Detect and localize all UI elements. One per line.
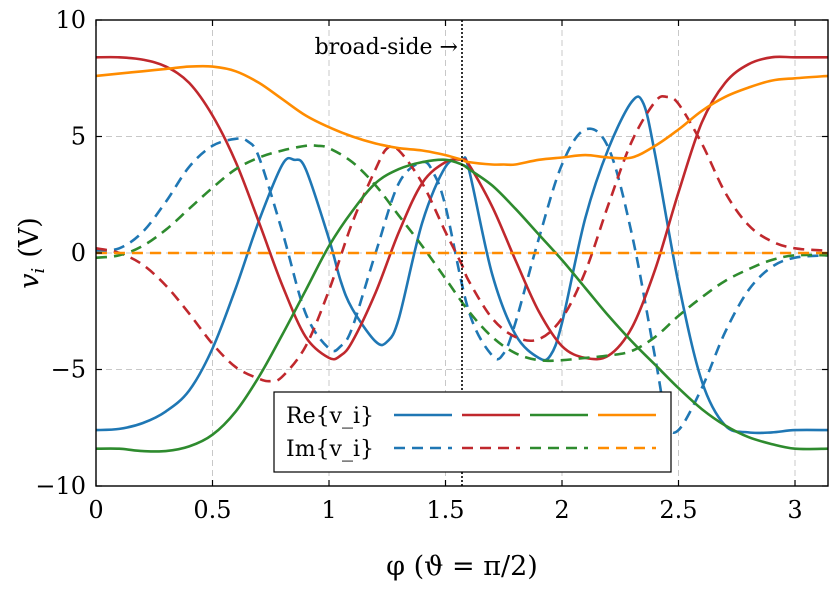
y-axis-label-symbol: v xyxy=(14,274,45,289)
x-tick-label: 3 xyxy=(787,496,802,524)
broadside-annotation: broad-side → xyxy=(315,35,458,60)
y-tick-label: −5 xyxy=(51,356,86,384)
x-tick-label: 2.5 xyxy=(659,496,697,524)
x-axis-label: φ (ϑ = π/2) xyxy=(386,551,538,582)
y-tick-label: 5 xyxy=(71,123,86,151)
x-tick-label: 1 xyxy=(321,496,336,524)
y-tick-label: −10 xyxy=(35,472,86,500)
series-green-imag-line xyxy=(95,144,829,363)
y-axis-label-subscript: i xyxy=(28,268,49,274)
x-tick-label: 1.5 xyxy=(426,496,464,524)
y-axis-label: vi (V) xyxy=(14,217,49,289)
series-red-real-line xyxy=(95,55,828,361)
legend: Re{v_i} Im{v_i} xyxy=(273,391,672,473)
series-orange-real-line xyxy=(95,64,829,167)
x-tick-label: 0 xyxy=(88,496,103,524)
x-tick-label: 0.5 xyxy=(193,496,231,524)
y-tick-label: 0 xyxy=(71,239,86,267)
y-axis-label-unit: (V) xyxy=(14,217,45,258)
legend-box xyxy=(273,391,672,473)
annotation-group: broad-side → xyxy=(315,20,463,486)
series-blue-imag-line xyxy=(95,127,829,434)
series-red-imag-line xyxy=(95,94,829,383)
y-tick-label: 10 xyxy=(55,6,86,34)
axis-ticks: 0 0.5 1 1.5 2 2.5 3 −10 −5 0 5 10 xyxy=(35,6,828,524)
legend-label-im: Im{v_i} xyxy=(286,437,374,462)
x-tick-label: 2 xyxy=(554,496,569,524)
legend-label-re: Re{v_i} xyxy=(286,404,374,429)
